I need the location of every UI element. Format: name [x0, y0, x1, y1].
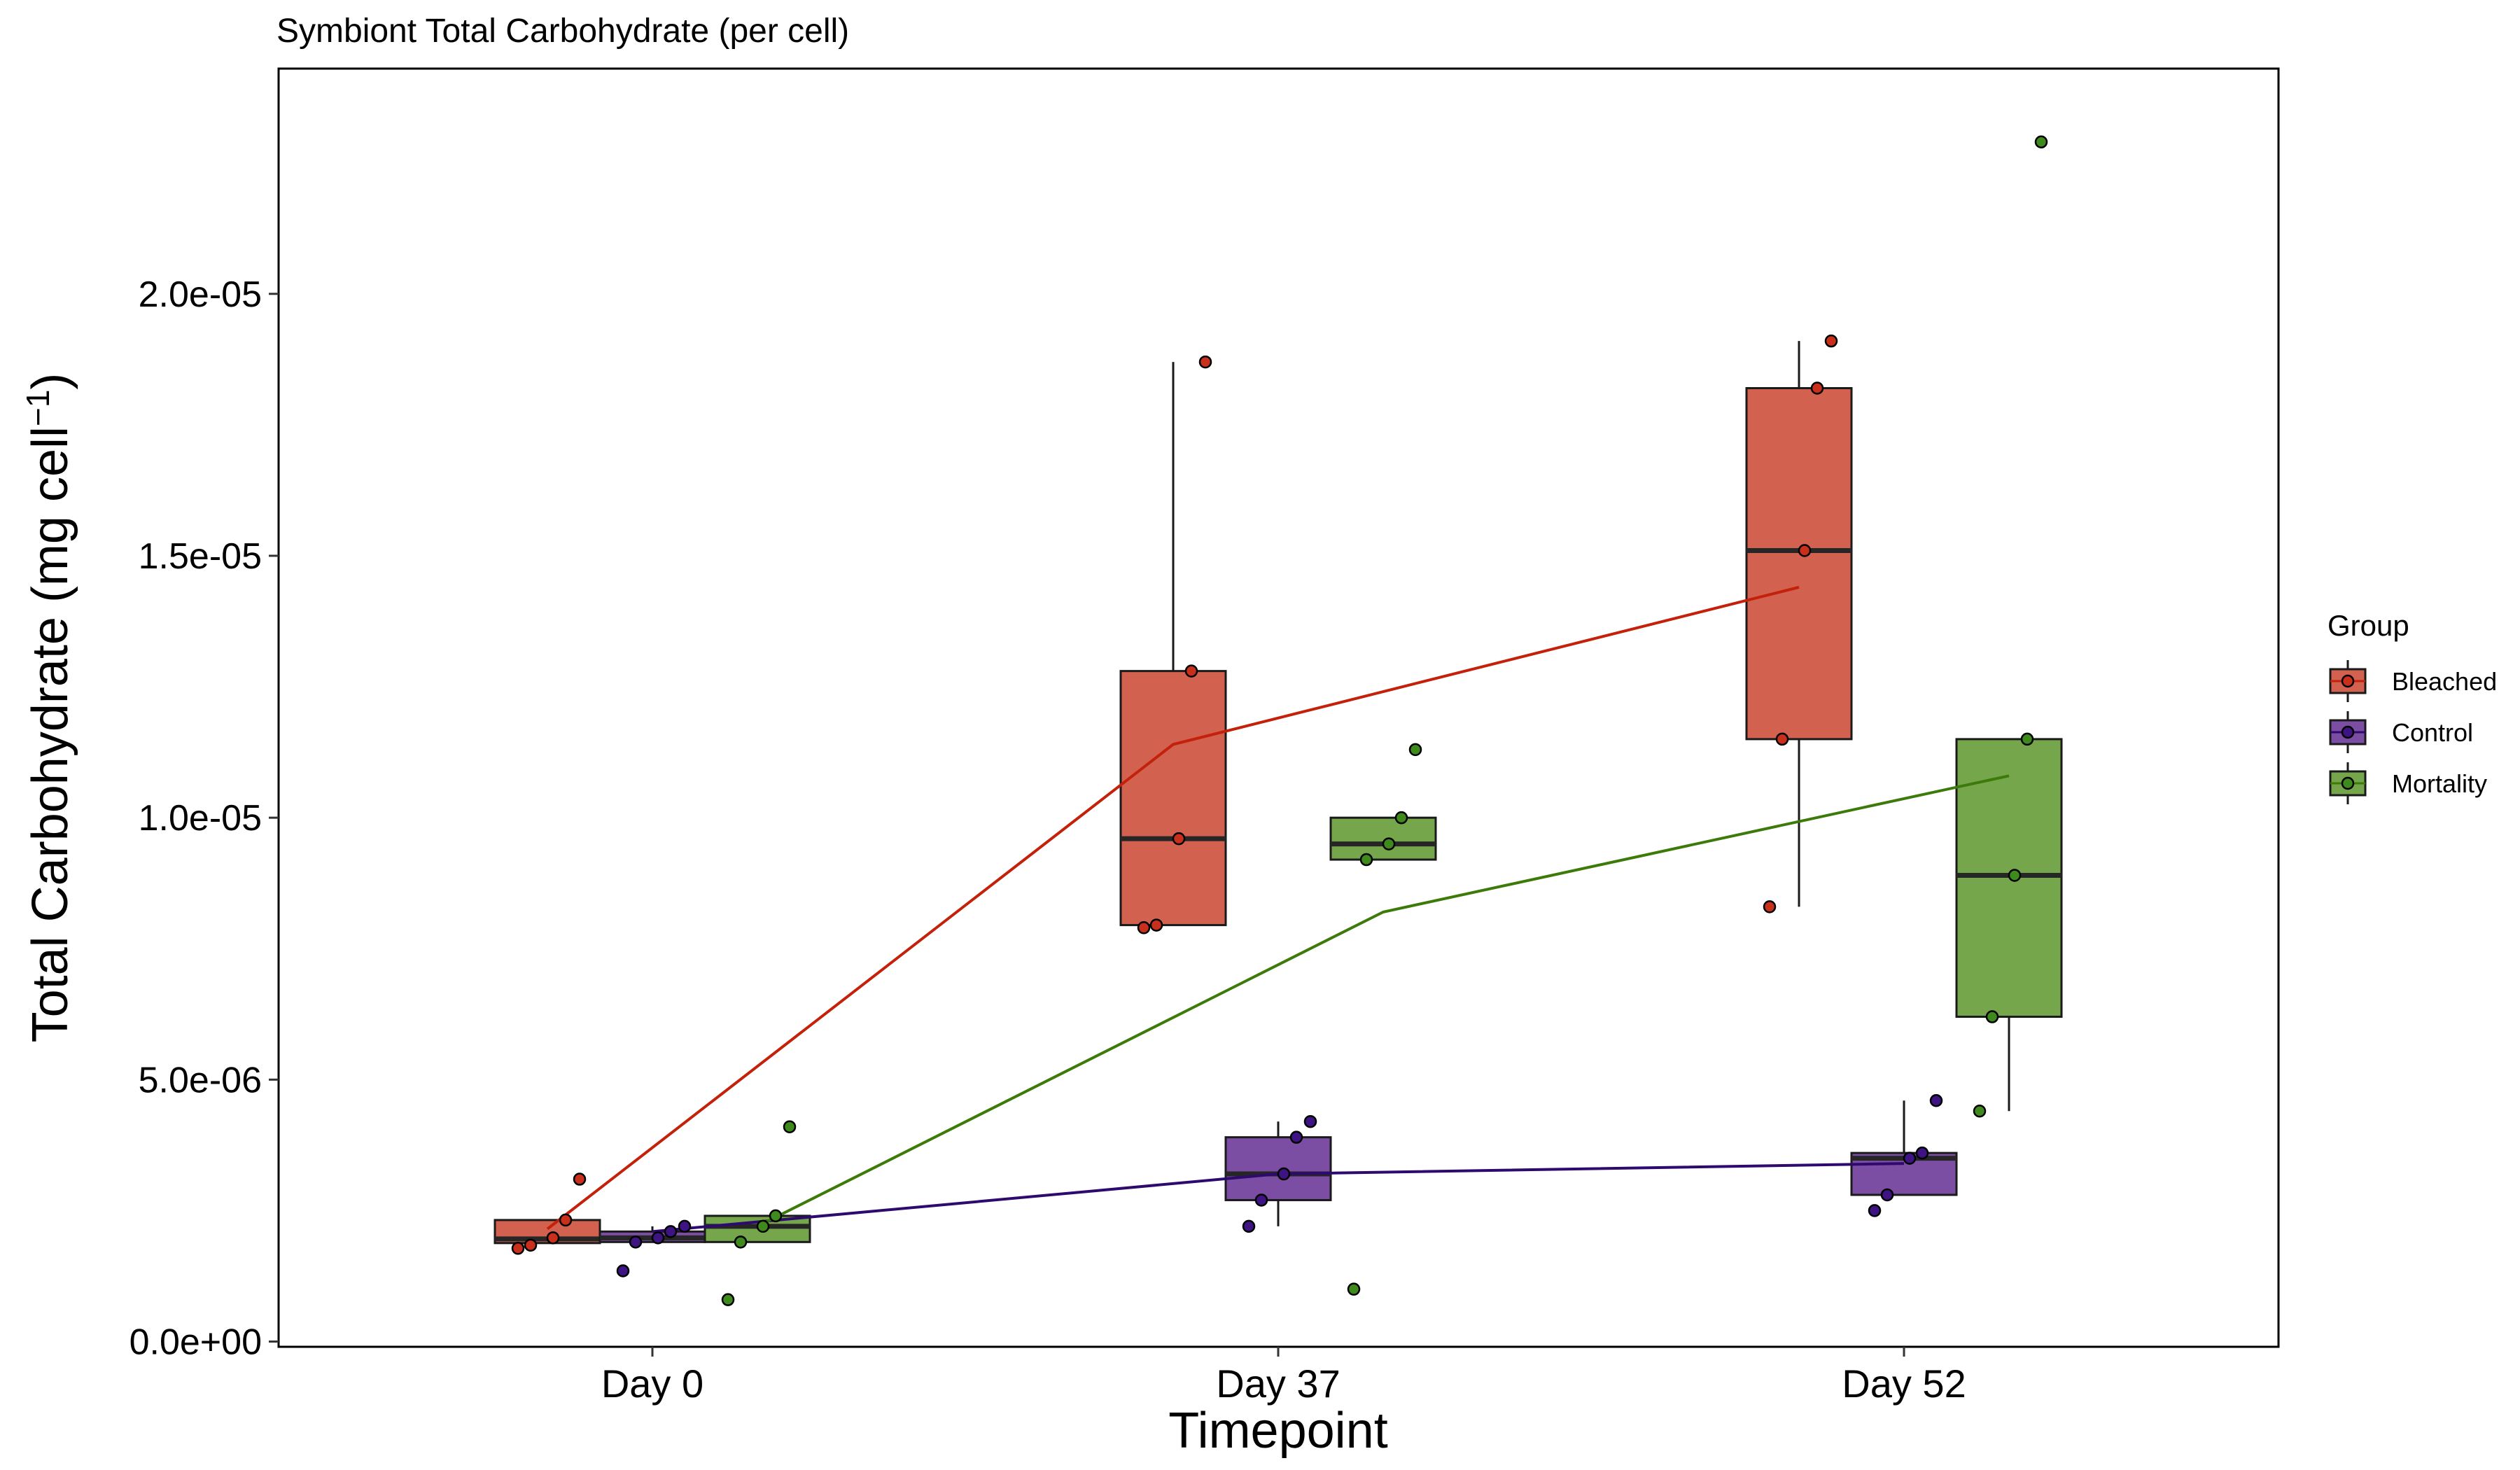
series-mortality-points: [721, 135, 2048, 1306]
data-point: [734, 1236, 748, 1249]
y-axis-title: Total Carbohydrate (mg cell−1): [20, 373, 78, 1043]
legend: Group Bleached Control Mortality: [2328, 609, 2497, 804]
mean-line-mortality: [757, 774, 2010, 1228]
y-axis-title-close: ): [22, 373, 78, 390]
y-axis-title-main: Total Carbohydrate (mg cell: [22, 426, 78, 1042]
mean-line-bleached: [546, 585, 1800, 1231]
x-tick-label: Day 52: [1842, 1362, 1966, 1406]
data-point: [1824, 334, 1838, 348]
data-point: [1184, 664, 1198, 678]
data-point: [524, 1238, 538, 1252]
data-point: [1289, 1130, 1303, 1144]
data-point: [664, 1225, 678, 1238]
series-control-points: [616, 1094, 1943, 1278]
data-point: [769, 1209, 783, 1223]
data-point: [1408, 743, 1422, 757]
y-tick-label: 2.0e-05: [139, 274, 262, 315]
data-point: [1798, 544, 1812, 557]
data-point: [1915, 1146, 1929, 1160]
data-point: [1973, 1104, 1987, 1118]
data-point: [1137, 921, 1151, 934]
x-axis: Day 0 Day 37 Day 52: [601, 1347, 1966, 1406]
data-point: [1763, 900, 1777, 913]
x-tick-label: Day 37: [1216, 1362, 1340, 1406]
series-bleached-points: [511, 334, 1838, 1255]
data-point: [546, 1231, 560, 1245]
legend-label-mortality: Mortality: [2392, 769, 2487, 798]
data-point: [783, 1120, 797, 1133]
y-tick-label: 0.0e+00: [130, 1322, 262, 1363]
data-point: [1880, 1188, 1894, 1202]
series-mortality-boxes: [704, 738, 2063, 1243]
data-point: [1903, 1152, 1917, 1165]
data-point: [721, 1293, 735, 1306]
legend-key-point: [2341, 725, 2355, 739]
legend-label-bleached: Bleached: [2392, 667, 2497, 696]
data-point: [1868, 1204, 1882, 1217]
data-point: [2008, 869, 2022, 882]
data-point: [1277, 1167, 1291, 1181]
data-point: [1303, 1114, 1317, 1128]
legend-label-control: Control: [2392, 718, 2473, 747]
data-point: [1382, 837, 1396, 850]
legend-title: Group: [2328, 609, 2409, 642]
data-point: [1242, 1219, 1256, 1233]
data-point: [756, 1219, 770, 1233]
y-tick-label: 5.0e-06: [139, 1060, 262, 1100]
data-point: [616, 1264, 630, 1278]
data-point: [629, 1236, 643, 1249]
data-point: [1172, 832, 1186, 846]
data-point: [1775, 732, 1789, 746]
box-body: [1329, 816, 1437, 861]
chart-title: Symbiont Total Carbohydrate (per cell): [276, 13, 849, 50]
data-point: [1254, 1194, 1268, 1207]
data-point: [2020, 732, 2034, 746]
y-tick-label: 1.5e-05: [139, 536, 262, 577]
data-point: [2034, 135, 2048, 149]
data-point: [573, 1172, 587, 1186]
data-point: [1394, 811, 1408, 825]
data-point: [1198, 355, 1212, 369]
data-point: [1359, 853, 1373, 867]
data-point: [1149, 918, 1163, 932]
data-point: [559, 1213, 573, 1227]
data-point: [511, 1242, 525, 1255]
legend-key-point: [2341, 674, 2355, 688]
box-body: [1224, 1136, 1332, 1201]
legend-key-point: [2341, 776, 2355, 790]
x-tick-label: Day 0: [601, 1362, 704, 1406]
plot-area: [493, 135, 2063, 1306]
x-axis-title: Timepoint: [1168, 1403, 1387, 1459]
data-point: [678, 1219, 692, 1233]
data-point: [1929, 1094, 1943, 1107]
data-point: [1810, 382, 1824, 395]
y-axis: 0.0e+00 5.0e-06 1.0e-05 1.5e-05 2.0e-05: [130, 274, 279, 1363]
box-body: [1745, 387, 1853, 741]
box-body: [1119, 670, 1227, 927]
data-point: [651, 1231, 665, 1245]
y-axis-title-superscript: −1: [20, 390, 56, 426]
data-point: [1347, 1282, 1361, 1296]
data-point: [1985, 1010, 1999, 1023]
y-tick-label: 1.0e-05: [139, 798, 262, 839]
